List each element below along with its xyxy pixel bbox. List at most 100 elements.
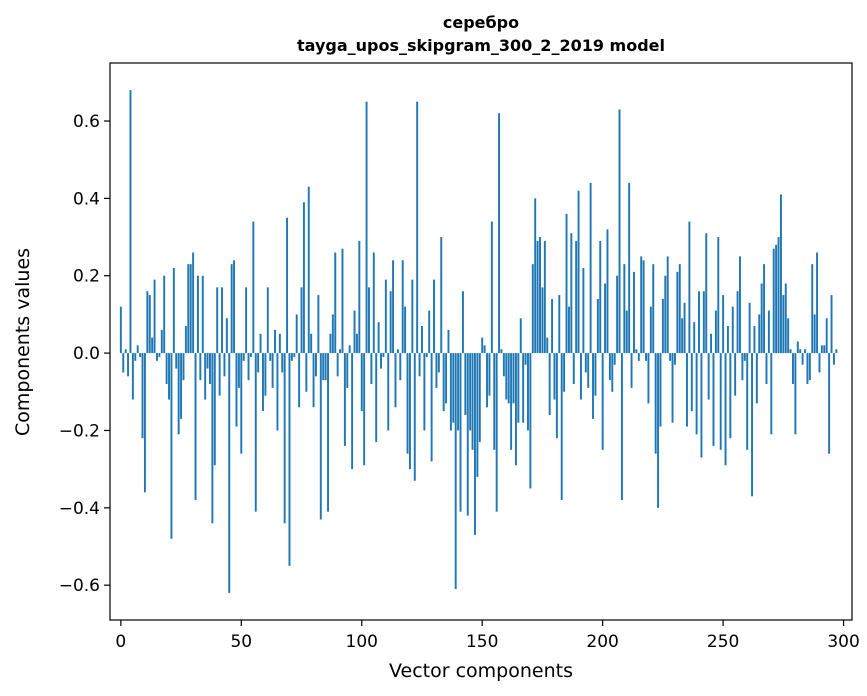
bar-253 bbox=[729, 353, 732, 439]
bar-148 bbox=[476, 353, 479, 477]
bar-155 bbox=[493, 353, 496, 450]
bar-18 bbox=[163, 275, 166, 354]
bar-190 bbox=[577, 190, 580, 354]
bar-270 bbox=[770, 353, 773, 435]
bar-126 bbox=[423, 353, 426, 431]
plot-frame bbox=[109, 62, 853, 621]
bar-67 bbox=[281, 353, 284, 373]
bar-38 bbox=[211, 353, 214, 524]
bar-29 bbox=[189, 264, 192, 354]
bar-203 bbox=[608, 353, 611, 381]
bar-160 bbox=[505, 353, 508, 400]
bar-231 bbox=[676, 271, 679, 354]
bar-269 bbox=[767, 310, 770, 354]
bar-277 bbox=[787, 318, 790, 354]
bar-13 bbox=[151, 337, 154, 354]
bar-211 bbox=[628, 182, 631, 354]
y-tick-label: 0.6 bbox=[73, 112, 100, 132]
bar-9 bbox=[141, 353, 144, 439]
bar-185 bbox=[565, 213, 568, 354]
bar-197 bbox=[594, 353, 597, 396]
bar-168 bbox=[524, 353, 527, 365]
bar-248 bbox=[717, 237, 720, 354]
bar-138 bbox=[452, 353, 455, 423]
bar-107 bbox=[377, 322, 380, 354]
bar-157 bbox=[498, 113, 501, 354]
bar-31 bbox=[194, 353, 197, 501]
bar-177 bbox=[546, 337, 549, 354]
bar-245 bbox=[710, 333, 713, 354]
bar-76 bbox=[302, 202, 305, 354]
x-tick-label: 50 bbox=[230, 632, 252, 652]
bar-174 bbox=[539, 237, 541, 354]
bar-77 bbox=[305, 353, 308, 392]
bar-149 bbox=[478, 353, 481, 443]
bar-6 bbox=[134, 353, 137, 361]
bar-105 bbox=[372, 252, 375, 354]
bar-43 bbox=[223, 353, 226, 377]
bar-131 bbox=[435, 353, 438, 388]
bar-62 bbox=[269, 353, 272, 361]
bar-53 bbox=[247, 353, 250, 381]
bar-290 bbox=[818, 353, 821, 373]
bar-45 bbox=[228, 353, 231, 593]
bar-170 bbox=[529, 353, 532, 489]
bar-292 bbox=[823, 345, 826, 354]
x-tick-label: 200 bbox=[586, 632, 618, 652]
bar-100 bbox=[360, 353, 363, 412]
bar-33 bbox=[199, 353, 202, 381]
bar-182 bbox=[558, 295, 561, 354]
bar-221 bbox=[652, 264, 655, 354]
bar-179 bbox=[551, 298, 554, 354]
bar-108 bbox=[380, 353, 382, 369]
bar-102 bbox=[365, 101, 368, 354]
bar-244 bbox=[707, 353, 710, 400]
bar-169 bbox=[527, 353, 529, 431]
bar-104 bbox=[370, 353, 373, 385]
bar-22 bbox=[172, 268, 175, 354]
y-tick-label: 0.0 bbox=[73, 344, 100, 364]
bar-166 bbox=[519, 318, 522, 354]
x-tick-label: 250 bbox=[707, 632, 739, 652]
bar-123 bbox=[416, 101, 419, 354]
bar-180 bbox=[553, 353, 556, 400]
bar-288 bbox=[813, 314, 816, 354]
bar-137 bbox=[449, 353, 452, 431]
bar-284 bbox=[804, 349, 806, 354]
bar-93 bbox=[343, 353, 346, 446]
bar-121 bbox=[411, 279, 414, 354]
bar-282 bbox=[799, 349, 802, 354]
bar-209 bbox=[623, 264, 626, 354]
bar-64 bbox=[274, 329, 276, 354]
bar-255 bbox=[734, 353, 737, 396]
bar-113 bbox=[392, 260, 395, 354]
bar-258 bbox=[741, 353, 744, 381]
bar-57 bbox=[257, 353, 260, 373]
bar-202 bbox=[606, 229, 609, 354]
bar-207 bbox=[618, 109, 621, 354]
bar-47 bbox=[233, 260, 236, 354]
bar-218 bbox=[645, 353, 647, 361]
bar-120 bbox=[408, 353, 411, 470]
bar-173 bbox=[536, 240, 539, 354]
bar-296 bbox=[832, 353, 835, 365]
bar-237 bbox=[690, 353, 693, 412]
bar-188 bbox=[572, 353, 575, 385]
bar-163 bbox=[512, 353, 515, 404]
bar-260 bbox=[746, 353, 749, 450]
bar-294 bbox=[828, 353, 831, 454]
bar-84 bbox=[322, 353, 325, 381]
bars-group bbox=[119, 90, 838, 593]
bar-141 bbox=[459, 353, 462, 512]
bar-213 bbox=[633, 271, 635, 354]
bar-238 bbox=[693, 322, 696, 354]
bar-26 bbox=[182, 353, 185, 381]
bar-34 bbox=[201, 275, 204, 354]
bar-268 bbox=[765, 353, 768, 385]
bar-217 bbox=[642, 260, 645, 354]
y-tick-label: 0.2 bbox=[73, 267, 100, 287]
bar-267 bbox=[763, 264, 766, 354]
bar-110 bbox=[384, 279, 387, 354]
bar-199 bbox=[599, 240, 602, 354]
bar-125 bbox=[421, 326, 423, 354]
